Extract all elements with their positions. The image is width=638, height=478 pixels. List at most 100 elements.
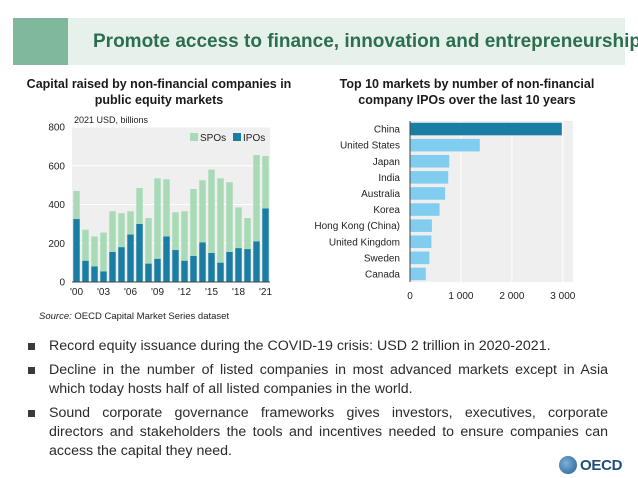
bar-spos-2008 [145,218,152,264]
category-label: China [374,125,401,136]
logo-text: OECD [580,456,623,474]
bullet-list: Record equity issuance during the COVID-… [26,337,608,466]
bullet-text: Sound corporate governance frameworks gi… [49,405,608,459]
category-label: United Kingdom [329,237,400,248]
bar-ipos-2012 [181,260,188,282]
x-tick-label: 3 000 [550,291,575,302]
bar-ipos-2016 [217,262,224,282]
bar-spos-2020 [253,155,260,242]
header-banner: Promote access to finance, innovation an… [13,18,638,65]
page-title: Promote access to finance, innovation an… [93,31,638,52]
y-unit-label: 2021 USD, billions [74,115,149,125]
bar-china [410,122,562,136]
x-tick-label: '09 [151,287,164,298]
source-note: Source: OECD Capital Market Series datas… [39,311,229,322]
bar-ipos-2008 [145,263,152,282]
bar-ipos-2013 [190,255,197,282]
bar-spos-2010 [163,179,170,237]
y-tick-label: 400 [48,200,65,211]
bar-spos-2005 [118,213,125,248]
bar-spos-2012 [181,211,188,261]
bar-spos-2014 [199,180,206,243]
bullet-item: Decline in the number of listed companie… [26,361,608,399]
bar-india [410,171,449,184]
x-tick-label: '21 [259,287,272,298]
bar-ipos-2001 [82,260,89,282]
category-label: Sweden [364,253,400,264]
bar-united-kingdom [410,235,432,249]
category-label: Japan [373,157,400,168]
bullet-item: Record equity issuance during the COVID-… [26,337,608,356]
x-tick-label: '03 [97,287,110,298]
legend-swatch-ipos [233,133,241,141]
bar-ipos-2021 [262,208,269,282]
bar-spos-2021 [262,156,269,209]
bar-ipos-2005 [118,247,125,282]
oecd-logo: OECD [559,456,622,474]
bar-ipos-2015 [208,252,215,282]
bar-spos-2001 [82,229,89,261]
category-label: Australia [361,189,400,200]
bar-ipos-2017 [226,251,233,282]
bar-ipos-2019 [244,249,251,282]
bullet-text: Decline in the number of listed companie… [49,362,608,397]
bullet-square-icon [28,343,35,350]
bar-korea [410,203,440,216]
bar-spos-2018 [235,207,242,249]
x-tick-label: 0 [407,291,413,302]
bar-ipos-2004 [109,251,116,282]
bar-spos-2002 [91,236,98,267]
bar-spos-2017 [226,182,233,252]
bullet-square-icon [28,410,35,417]
bar-ipos-2002 [91,266,98,282]
bar-spos-2013 [190,189,197,256]
bar-ipos-2003 [100,271,107,282]
category-label: Canada [365,269,400,280]
bar-canada [410,267,426,281]
bar-spos-2004 [109,211,116,252]
source-label: Source: [39,311,72,322]
bar-hong-kong-china- [410,219,432,232]
bullet-item: Sound corporate governance frameworks gi… [26,404,608,461]
bar-ipos-2020 [253,241,260,282]
x-tick-label: '06 [124,287,137,298]
bar-spos-2015 [208,169,215,253]
bar-united-states [410,138,480,152]
bar-spos-2016 [217,178,224,263]
bullet-square-icon [28,367,35,374]
legend-label-ipos: IPOs [243,133,265,144]
legend-swatch-spos [190,133,198,141]
x-tick-label: '00 [70,287,83,298]
bar-australia [410,187,446,200]
y-tick-label: 200 [48,239,65,250]
source-text: OECD Capital Market Series dataset [71,311,230,322]
bar-ipos-2010 [163,236,170,282]
y-tick-label: 600 [48,161,65,172]
bar-ipos-2011 [172,250,179,282]
bar-spos-2003 [100,232,107,272]
legend-label-spos: SPOs [200,133,226,144]
bar-sweden [410,251,430,265]
bar-spos-2000 [73,190,80,220]
bar-ipos-2018 [235,248,242,282]
bar-ipos-2009 [154,258,161,282]
bar-spos-2011 [172,212,179,251]
x-tick-label: '15 [205,287,218,298]
category-label: Korea [373,205,400,216]
y-tick-label: 0 [59,278,65,289]
bar-japan [410,154,450,168]
bar-spos-2006 [127,211,134,235]
bar-ipos-2014 [199,242,206,282]
chart1-title: Capital raised by non-financial companie… [26,77,292,107]
x-tick-label: 2 000 [499,291,524,302]
x-tick-label: 1 000 [448,291,473,302]
bar-ipos-2007 [136,223,143,282]
x-tick-label: '18 [232,287,245,298]
bar-spos-2019 [244,218,251,250]
bullet-text: Record equity issuance during the COVID-… [49,338,551,354]
y-tick-label: 800 [48,123,65,134]
x-tick-label: '12 [178,287,191,298]
header-accent [13,18,68,65]
